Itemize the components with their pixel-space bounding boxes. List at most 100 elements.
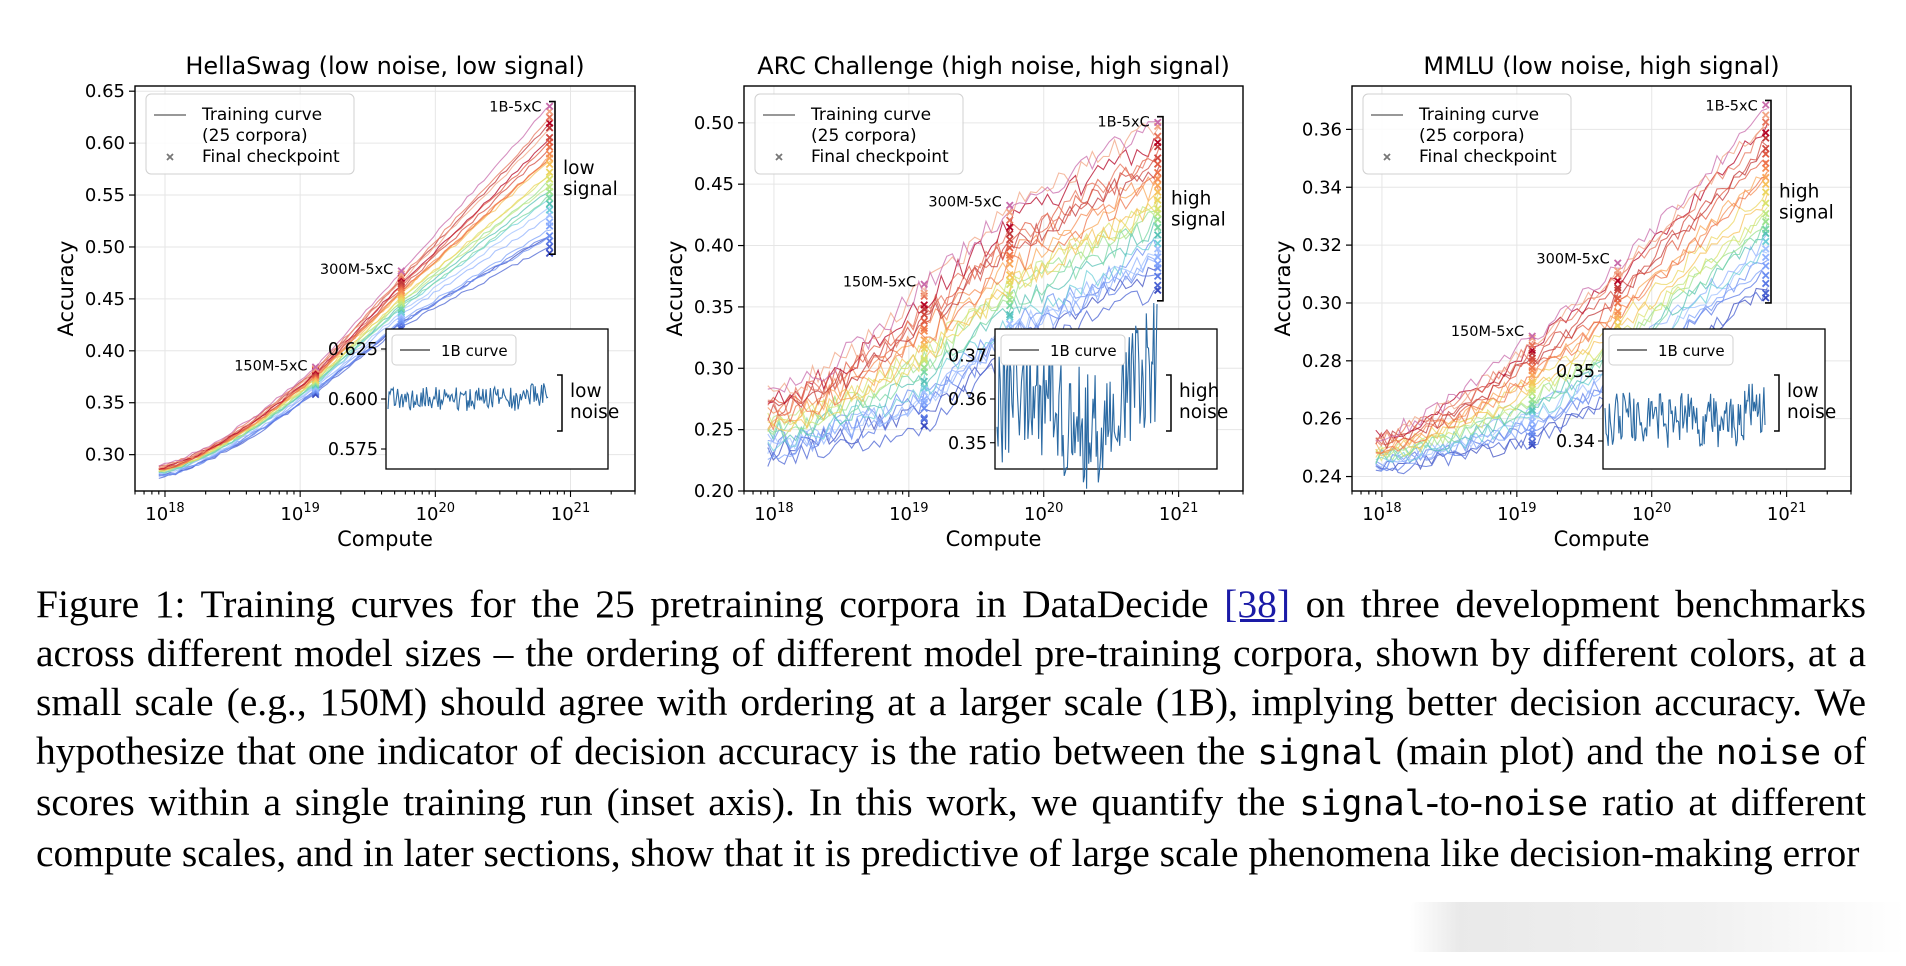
x-tick-label: 1020 [416,501,455,525]
y-tick-label: 0.45 [694,174,734,195]
training-curve [767,273,1160,458]
signal-label-line: high [1171,189,1211,210]
legend-box [1362,93,1572,175]
checkpoint-marker [1153,260,1162,268]
checkpoint-marker [311,363,320,371]
legend-box [754,93,964,175]
checkpoint-marker [1153,175,1162,183]
checkpoint-marker [1761,253,1770,262]
y-tick-label: 0.34 [1302,177,1342,198]
checkpoint-marker [1005,251,1014,260]
x-tick-label: 1018 [145,501,184,525]
y-tick-label: 0.30 [85,445,125,466]
signal-label-line: low [563,158,595,179]
checkpoint-marker [1761,199,1770,207]
inset-legend-box [1608,334,1734,366]
checkpoint-marker [1761,262,1770,270]
x-tick-label-base: 10 [1632,504,1655,525]
caption-lead: Figure 1: Training curves for the 25 pre… [36,582,1225,626]
x-tick-label: 1021 [1159,501,1198,525]
signal-bracket [1765,99,1772,304]
y-tick-label: 0.65 [85,81,125,102]
checkpoint-marker [1005,291,1014,299]
training-curve [767,179,1160,430]
y-tick-label: 0.40 [85,341,125,362]
training-curve [767,286,1160,467]
caption-part-2: (main plot) and the [1383,729,1716,773]
training-curve [1375,263,1768,472]
inset-legend-box [391,334,517,366]
checkpoint-marker [545,175,554,183]
noise-label-line: noise [1179,402,1228,423]
checkpoint-marker [1761,217,1770,226]
inset-legend-box [1000,334,1126,366]
x-tick-label-exponent: 20 [1655,501,1672,516]
checkpoint-marker [1761,180,1770,189]
checkpoint-marker [920,327,929,335]
noise-label-line: noise [1787,402,1836,423]
code-signal-2: signal [1299,784,1426,824]
training-curve [767,122,1160,394]
checkpoint-marker [1761,188,1770,196]
checkpoint-marker [545,119,554,127]
legend-marker-swatch [1383,153,1391,161]
x-tick-label-exponent: 20 [439,501,456,516]
x-tick-label-exponent: 21 [1182,501,1199,516]
checkpoint-marker [1005,208,1014,217]
signal-label-line: high [1779,182,1819,203]
x-tick-label-exponent: 18 [1385,501,1402,516]
checkpoint-marker [545,102,554,111]
y-tick-label: 0.32 [1302,235,1342,256]
checkpoint-marker [1005,216,1014,225]
legend-box [145,93,355,175]
x-axis-label: Compute [1554,527,1650,551]
checkpoint-marker [1005,201,1014,210]
x-tick-label-exponent: 19 [1520,501,1537,516]
code-signal: signal [1257,733,1384,773]
x-tick-label: 1018 [754,501,793,525]
checkpoint-marker [1613,283,1622,292]
y-tick-label: 0.25 [694,420,734,441]
smudge-overlay [1410,902,1906,952]
scale-label: 300M-5xC [928,195,1001,211]
y-tick-label: 0.55 [85,185,125,206]
checkpoint-marker [1153,223,1162,232]
signal-label: low signal [563,158,618,200]
y-tick-label: 0.24 [1302,467,1342,488]
training-curve [767,194,1160,432]
training-curve [767,120,1160,393]
checkpoint-marker [545,242,554,251]
x-tick-label-base: 10 [889,504,912,525]
y-axis-label: Accuracy [54,241,78,337]
checkpoint-marker [1528,438,1537,446]
y-tick-label: 0.30 [694,358,734,379]
legend-label-training-curve-line: (25 corpora) [1419,126,1525,146]
x-tick-label-exponent: 18 [168,501,185,516]
training-curve [767,251,1160,450]
y-tick-label: 0.40 [694,236,734,257]
checkpoint-marker [1761,245,1770,253]
checkpoint-marker [1761,128,1770,137]
training-curve [767,189,1160,428]
code-noise-2: noise [1482,784,1589,824]
checkpoint-marker [1761,271,1770,280]
checkpoint-marker [1761,118,1770,126]
plot-frame [134,85,636,492]
checkpoint-marker [920,289,929,298]
x-tick-label: 1018 [1362,501,1401,525]
checkpoint-marker [920,377,929,386]
checkpoint-marker [1153,253,1162,261]
caption-part-3: of scores within a single training run (… [36,729,1867,824]
x-tick-label-base: 10 [1497,504,1520,525]
scale-label: 1B-5xC [489,100,541,116]
citation-link[interactable]: [38] [1224,582,1290,626]
inset-y-tick-label: 0.575 [328,440,378,460]
inset-1b-curve [387,383,549,412]
inset-y-tick-label: 0.34 [1556,432,1595,452]
noise-label: low noise [570,381,619,423]
checkpoint-marker [1153,181,1162,190]
legend-label-training-curve-line: (25 corpora) [202,126,308,146]
x-tick-label-base: 10 [754,504,777,525]
checkpoint-marker [397,267,406,275]
